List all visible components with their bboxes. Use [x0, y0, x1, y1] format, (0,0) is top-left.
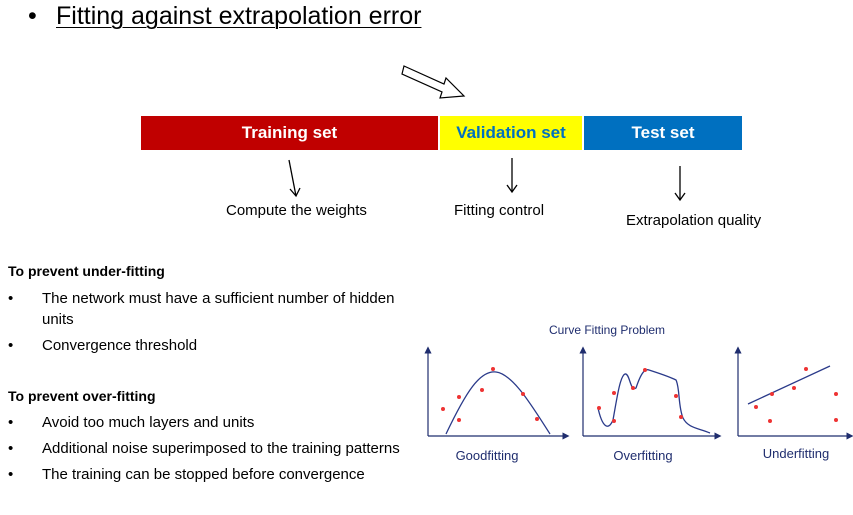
bullet-icon: • [8, 466, 14, 483]
underfit-heading: To prevent under-fitting [8, 263, 165, 279]
bullet-icon: • [8, 440, 14, 457]
goodfitting-plot [424, 346, 570, 440]
figure-title: Curve Fitting Problem [549, 323, 666, 337]
test-set-bar: Test set [584, 116, 742, 150]
overfit-heading: To prevent over-fitting [8, 388, 156, 404]
validation-set-bar: Validation set [440, 116, 582, 150]
list-item: • Avoid too much layers and units [8, 414, 255, 431]
bullet-icon: • [8, 414, 14, 431]
underfit-list: • The network must have a sufficient numb… [8, 288, 398, 361]
underfitting-plot [734, 346, 853, 440]
bullet-icon: • [8, 337, 14, 354]
goodfitting-caption: Goodfitting [455, 448, 519, 463]
list-item: • Additional noise superimposed to the tr… [8, 440, 400, 457]
test-arrow-icon [674, 166, 686, 202]
curve-fitting-figure [424, 346, 853, 440]
bullet-icon: • [8, 290, 14, 307]
hollow-arrow-icon [401, 65, 466, 99]
validation-arrow-icon [506, 158, 518, 194]
list-item: • The training can be stopped before conv… [8, 466, 365, 483]
list-item: • The network must have a sufficient numb… [8, 290, 395, 328]
overfit-list: • Avoid too much layers and units • Additi… [8, 412, 408, 490]
overfitting-plot [579, 346, 722, 440]
overfitting-caption: Overfitting [613, 448, 673, 463]
test-role-label: Extrapolation quality [626, 212, 762, 229]
list-item: • Convergence threshold [8, 337, 198, 354]
training-set-label: Training set [241, 123, 338, 142]
title-bullet: • [28, 2, 37, 30]
training-arrow-icon [288, 159, 301, 198]
title-text: Fitting against extrapolation error [56, 2, 422, 30]
slide-title: • Fitting against extrapolation error [28, 2, 421, 31]
validation-role-label: Fitting control [454, 202, 545, 219]
training-set-bar: Training set [141, 116, 438, 150]
validation-set-label: Validation set [456, 123, 566, 142]
training-role-label: Compute the weights [226, 202, 367, 219]
test-set-label: Test set [631, 123, 695, 142]
underfitting-caption: Underfitting [762, 446, 830, 461]
